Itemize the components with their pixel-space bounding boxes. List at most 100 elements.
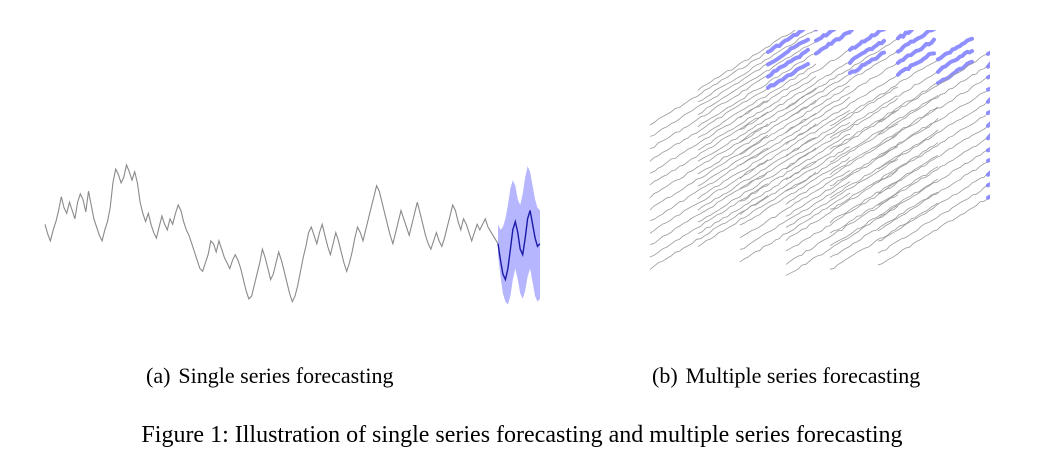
history-series-line [697, 30, 817, 102]
history-series-line [649, 171, 769, 245]
subcaption-b-text: Multiple series forecasting [685, 363, 921, 388]
forecast-band [498, 166, 540, 305]
history-series-line [697, 137, 817, 211]
history-series-line [649, 134, 769, 211]
forecast-series-band [848, 50, 886, 75]
subcaption-b: (b) Multiple series forecasting [652, 362, 920, 390]
history-series-line [739, 109, 851, 179]
forecast-series-band [896, 37, 936, 65]
history-series-line [697, 41, 817, 115]
subcaption-a-text: Single series forecasting [178, 363, 394, 388]
series-stack-1 [649, 30, 810, 270]
figure-caption: Figure 1: Illustration of single series … [141, 422, 903, 448]
history-series-line [649, 147, 769, 222]
history-series-line [829, 191, 939, 258]
history-series-line [877, 198, 989, 266]
subcaption-a: (a) Single series forecasting [146, 362, 393, 390]
history-forecast-connector [487, 226, 499, 244]
history-series-line [785, 61, 899, 134]
history-series-line [877, 76, 989, 148]
history-series-line [877, 136, 989, 206]
history-series-line [739, 133, 851, 202]
forecast-series-band [848, 38, 886, 65]
history-series-line [649, 62, 769, 137]
forecast-series-band [936, 59, 974, 85]
history-series-line [697, 63, 817, 138]
history-series-line [877, 125, 989, 194]
history-series-line [739, 170, 851, 239]
history-series-line [649, 75, 769, 149]
history-series-line [785, 87, 899, 156]
history-series-line [829, 59, 939, 127]
history-series-line [785, 194, 899, 265]
history-series-line [877, 64, 989, 135]
history-series-line [877, 90, 989, 159]
history-series-line [877, 53, 989, 123]
history-series-line [829, 178, 939, 246]
history-series-line [697, 30, 796, 91]
history-series-line [739, 146, 851, 215]
forecast-series-band [766, 37, 810, 67]
history-series-line [785, 74, 899, 145]
history-series-line [877, 173, 989, 242]
history-series-line [785, 109, 899, 180]
forecast-series-band [986, 50, 990, 56]
history-series-line [829, 129, 939, 199]
forecast-series-band [766, 62, 810, 90]
history-series-line [785, 123, 899, 192]
forecast-series-band [936, 36, 974, 62]
history-series-line [649, 111, 769, 186]
history-series-line [697, 87, 817, 162]
history-series-line [649, 183, 769, 258]
history-series-line [829, 142, 939, 210]
forecast-series-band [814, 30, 854, 56]
history-series-line [739, 121, 851, 190]
forecast-series-band [766, 30, 809, 54]
history-series-line [877, 161, 989, 232]
series-stack-6 [877, 50, 990, 266]
history-series-line [697, 76, 817, 151]
history-series-line [739, 85, 851, 155]
history-series-line [785, 38, 899, 110]
history-line [44, 163, 489, 304]
history-series-line [739, 192, 851, 263]
history-series-line [649, 159, 769, 234]
forecast-series [497, 210, 541, 282]
history-series-line [649, 123, 769, 199]
history-series-line [829, 81, 939, 150]
history-series-line [739, 156, 851, 226]
subcaption-a-label: (a) [146, 363, 171, 388]
forecast-line [497, 210, 541, 282]
history-series-line [877, 149, 989, 220]
multiple-series-illustration [649, 30, 990, 276]
history-series-line [785, 49, 899, 121]
history-series-line [877, 101, 989, 170]
history-series-line [829, 106, 939, 176]
history-series-line [739, 73, 851, 143]
history-series-line [739, 181, 851, 250]
history-series-line [697, 171, 817, 247]
history-series-line [785, 158, 899, 228]
series-stack-5 [829, 36, 974, 270]
history-series-line [877, 184, 989, 254]
forecast-series-band [766, 47, 810, 79]
history-series-line [829, 154, 939, 224]
subcaption-b-label: (b) [652, 363, 678, 388]
history-series-line [739, 61, 851, 130]
forecast-series-band [896, 51, 936, 77]
series-stack-3 [739, 30, 886, 263]
forecast-series-band [936, 49, 974, 74]
history-series-line [649, 100, 769, 174]
forecast-band-area [498, 166, 540, 305]
history-series-line [829, 70, 939, 139]
history-series-line [829, 166, 939, 234]
history-series-line [739, 96, 851, 166]
forecast-series-band [848, 30, 886, 52]
history-series-line [877, 112, 989, 184]
history-series-line [649, 51, 769, 126]
history-series-line [829, 202, 939, 270]
forecast-series-band [814, 30, 837, 43]
history-series-line [697, 99, 817, 175]
history-series-line [785, 97, 899, 170]
